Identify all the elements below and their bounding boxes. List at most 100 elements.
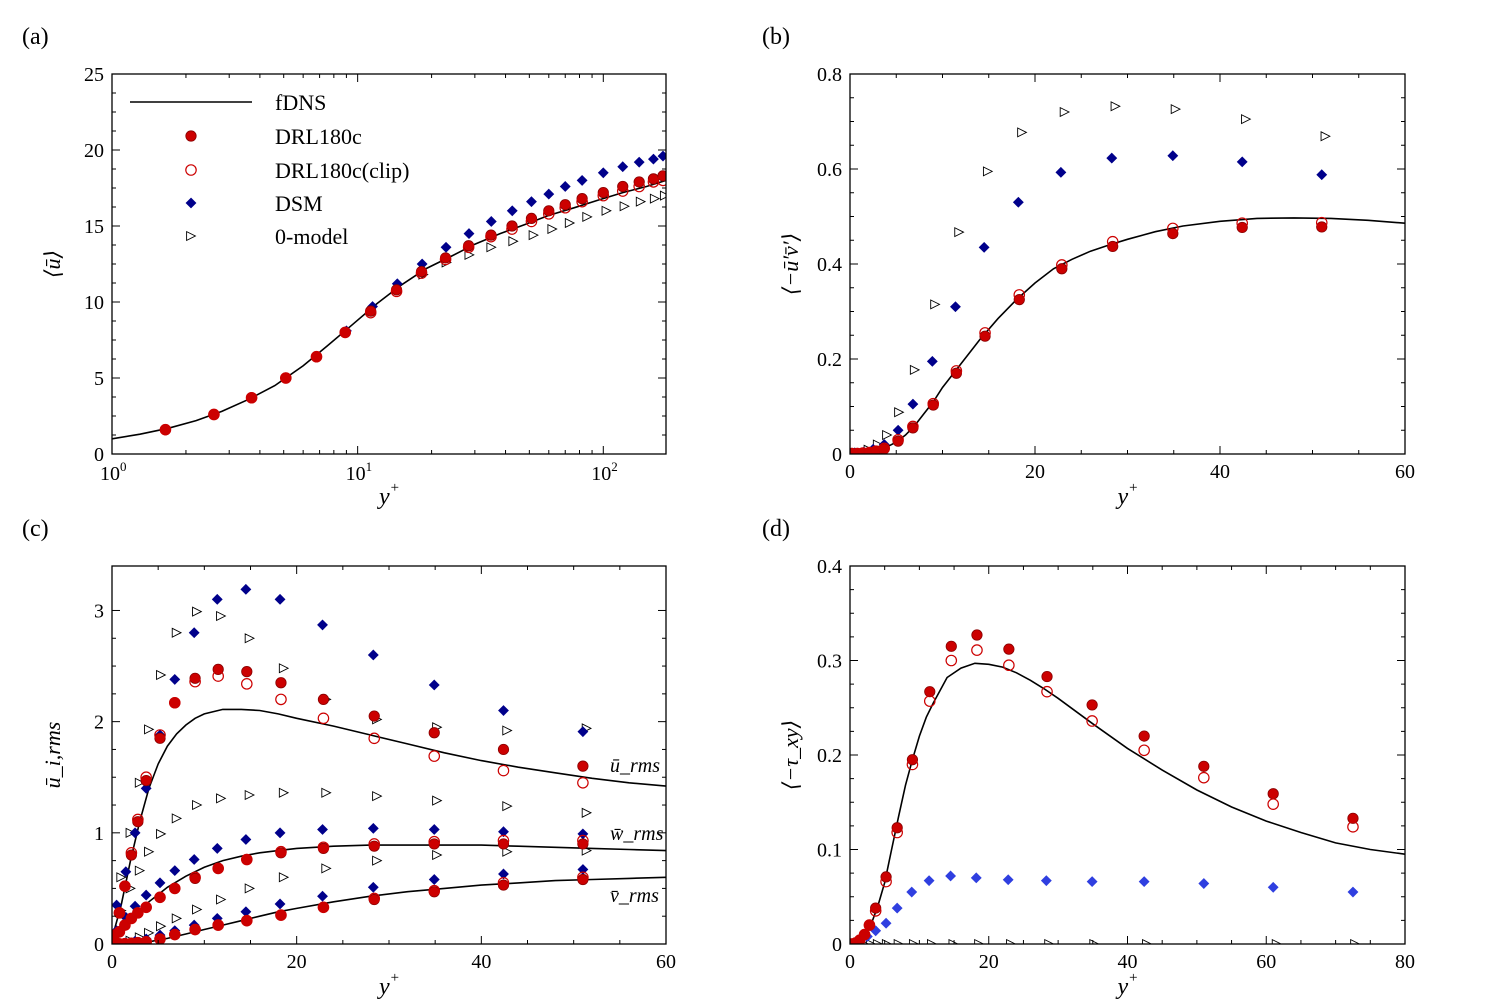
marker-drl180c-u-rms [132,816,144,828]
x-axis-label: y+ [377,480,400,510]
plot-frame [111,565,667,945]
x-tick-label: 102 [591,459,618,485]
y-tick-label: 0 [832,934,842,956]
marker-drl180c [1041,670,1053,683]
marker-drl180c-clip-v-rms [212,919,224,931]
legend-label: fDNS [275,90,326,115]
marker-dsm [923,875,935,887]
marker-0-model [1089,938,1100,944]
marker-drl180c-clip-u-rms [119,880,131,892]
marker-dsm-w-rms [188,854,200,865]
marker-dsm [892,424,904,436]
y-tick-label: 15 [84,216,104,238]
panel-label: (d) [762,516,790,542]
marker-drl180c-clip- [485,230,497,243]
marker-0-model-w-rms [432,795,443,806]
marker-dsm-u-rms [317,619,328,631]
marker-drl180c-u-rms [189,672,201,684]
marker-drl180c-clip-v-rms [132,936,144,944]
plot-frame [849,73,1406,455]
marker-drl180c [979,330,991,342]
marker-0-model [927,938,938,944]
marker-dsm [617,161,629,173]
marker-drl180c-w-rms [368,840,380,852]
marker-0-model [909,364,921,376]
rms-label-0: ū_rms [610,755,660,777]
marker-dsm [907,398,919,410]
y-tick-label: 0 [94,934,104,956]
marker-dsm-u-rms [240,583,252,595]
marker-dsm-v-rms [498,868,509,880]
marker-0-model-w-rms [192,799,203,811]
legend-label: DRL180c [275,124,362,149]
plot-frame [111,73,667,455]
marker-dsm-w-rms [169,865,181,877]
marker-dsm-u-rms [129,827,141,839]
marker-dsm-w-rms [498,826,509,838]
marker-drl180c-u-rms [125,849,137,861]
marker-0-model-v-rms [581,845,592,856]
marker-drl180c [1056,263,1068,275]
marker-dsm-u-rms [211,593,223,605]
marker-0-model-u-rms [216,610,227,622]
marker-drl180c-clip-w-rms [275,845,287,858]
marker-drl180c-clip- [525,215,538,228]
y-tick-label: 0.4 [817,556,842,578]
x-tick-label: 101 [346,459,373,485]
marker-drl180c [945,640,957,652]
marker-0-model-w-rms [134,865,146,876]
marker-drl180c-clip-v-rms [168,928,181,941]
marker-drl180c-clip- [462,241,475,254]
legend-label: DSM [275,191,323,216]
marker-drl180c-clip-v-rms [140,935,152,944]
x-tick-label: 40 [1118,951,1138,973]
marker-drl180c-clip-u-rms [132,813,144,826]
marker-0-model [619,201,630,212]
marker-drl180c-clip-u-rms [125,847,138,859]
marker-dsm [1002,874,1014,886]
legend-label: DRL180c(clip) [275,158,409,183]
marker-dsm-u-rms [274,593,286,605]
marker-drl180c-clip- [415,267,428,279]
x-axis-label: y+ [1116,480,1139,510]
marker-drl180c [525,212,538,224]
marker-dsm-u-rms [140,782,152,794]
marker-dsm [440,241,452,253]
marker-dsm [576,174,588,186]
marker-dsm [950,301,961,313]
marker-drl180c [924,686,936,698]
marker-0-model-v-rms [278,872,290,883]
marker-dsm-w-rms [154,877,166,889]
marker-drl180c-clip-w-rms [368,838,381,850]
x-tick-label: 20 [287,951,307,973]
marker-drl180c [1347,812,1359,824]
marker-0-model-u-rms [502,725,513,736]
marker-0-model [1059,106,1071,118]
marker-drl180c-clip-w-rms [140,901,152,914]
marker-drl180c-u-rms [577,760,589,772]
y-axis-label: ⟨−ū′v̄′⟩ [778,233,803,295]
marker-drl180c-clip- [870,445,882,454]
marker-0-model-v-rms [144,927,155,939]
rms-label-2: v̄_rms [610,885,659,907]
marker-0-model-v-rms [432,849,443,861]
marker-0-model [486,242,497,253]
marker-drl180c-clip- [891,826,903,839]
marker-dsm [945,870,957,882]
marker-drl180c-clip-w-rms [577,834,589,847]
x-tick-label: 20 [979,951,999,973]
marker-drl180c-clip-v-rms [577,871,589,884]
marker-drl180c-clip- [1138,744,1150,757]
marker-drl180c-clip- [1347,821,1359,833]
marker-0-model-v-rms [156,921,167,932]
marker-dsm-v-rms [428,874,440,885]
marker-0-model-w-rms [171,813,183,824]
y-axis-label: ⟨ū⟩ [40,250,65,278]
fdns-line [850,217,1405,454]
marker-0-model-w-rms [372,791,383,802]
fdns-line [112,708,666,939]
marker-drl180c-clip-u-rms [113,907,126,919]
marker-drl180c-clip-w-rms [189,871,201,884]
marker-0-model [659,190,666,201]
marker-drl180c-clip- [616,185,629,197]
